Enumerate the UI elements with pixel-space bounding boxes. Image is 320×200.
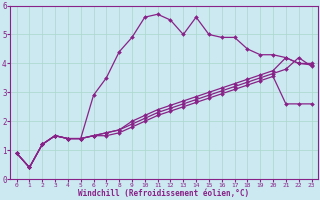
- X-axis label: Windchill (Refroidissement éolien,°C): Windchill (Refroidissement éolien,°C): [78, 189, 250, 198]
